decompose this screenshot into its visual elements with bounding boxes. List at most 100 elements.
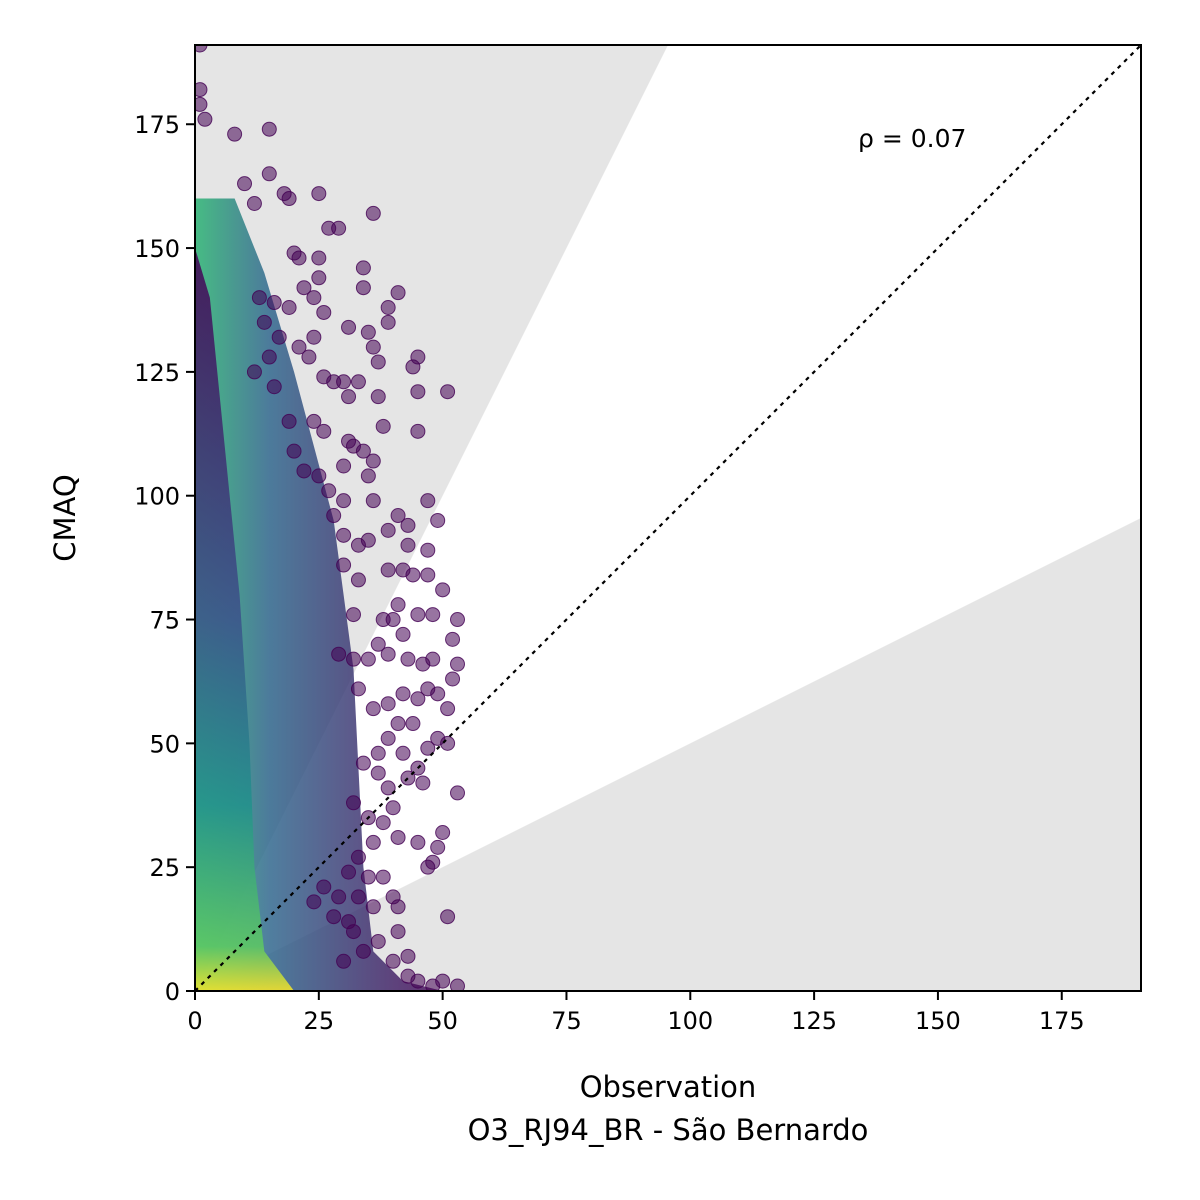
one-to-one-line	[195, 45, 1141, 991]
scatter-point	[390, 508, 406, 524]
scatter-point	[336, 557, 352, 573]
scatter-point	[445, 671, 461, 687]
scatter-point	[331, 646, 347, 662]
scatter-point	[440, 701, 456, 717]
scatter-point	[197, 111, 213, 127]
scatter-point	[410, 691, 426, 707]
scatter-point	[326, 508, 342, 524]
scatter-point	[355, 943, 371, 959]
scatter-point	[435, 825, 451, 841]
scatter-point	[365, 899, 381, 915]
scatter-point	[380, 780, 396, 796]
scatter-point	[350, 889, 366, 905]
scatter-point	[400, 517, 416, 533]
scatter-point	[355, 260, 371, 276]
scatter-point	[271, 329, 287, 345]
scatter-point	[365, 493, 381, 509]
scatter-point	[420, 740, 436, 756]
scatter-point	[440, 735, 456, 751]
scatter-point	[360, 651, 376, 667]
scatter-point	[195, 96, 208, 112]
scatter-point	[341, 389, 357, 405]
scatter-point	[281, 300, 297, 316]
x-tick-label: 125	[791, 1007, 837, 1035]
scatter-point	[380, 730, 396, 746]
scatter-point	[336, 374, 352, 390]
scatter-point	[251, 290, 267, 306]
scatter-point	[445, 631, 461, 647]
correlation-annotation: ρ = 0.07	[858, 124, 966, 153]
scatter-point	[385, 800, 401, 816]
scatter-point	[345, 607, 361, 623]
scatter-point	[331, 220, 347, 236]
scatter-point	[395, 626, 411, 642]
scatter-point	[261, 349, 277, 365]
scatter-point	[375, 612, 391, 628]
scatter-point	[425, 651, 441, 667]
scatter-point	[301, 349, 317, 365]
scatter-point	[266, 379, 282, 395]
scatter-point	[316, 879, 332, 895]
x-axis-ticks: 0 25 50 75 100 125 150 175	[187, 991, 1085, 1035]
y-tick-label: 150	[134, 235, 180, 263]
scatter-point	[425, 607, 441, 623]
scatter-point	[291, 339, 307, 355]
scatter-point	[450, 656, 466, 672]
scatter-point	[256, 314, 272, 330]
scatter-point	[336, 527, 352, 543]
scatter-point	[400, 537, 416, 553]
scatter-point	[390, 924, 406, 940]
scatter-point	[390, 285, 406, 301]
scatter-point	[355, 755, 371, 771]
scatter-point	[390, 829, 406, 845]
scatter-point	[375, 418, 391, 434]
scatter-point	[321, 483, 337, 499]
scatter-point	[350, 681, 366, 697]
scatter-point	[440, 909, 456, 925]
scatter-point	[355, 443, 371, 459]
scatter-point	[450, 612, 466, 628]
scatter-point	[430, 686, 446, 702]
scatter-point	[261, 121, 277, 137]
y-tick-label: 0	[165, 978, 180, 1006]
scatter-point	[345, 651, 361, 667]
scatter-point	[415, 775, 431, 791]
scatter-point	[331, 889, 347, 905]
scatter-point	[430, 512, 446, 528]
scatter-point	[410, 423, 426, 439]
scatter-point	[410, 973, 426, 989]
scatter-points	[195, 45, 466, 991]
scatter-point	[345, 795, 361, 811]
scatter-point	[306, 894, 322, 910]
scatter-point	[430, 839, 446, 855]
scatter-point	[450, 785, 466, 801]
scatter-point	[341, 864, 357, 880]
scatter-point	[410, 607, 426, 623]
scatter-point	[360, 324, 376, 340]
scatter-point	[395, 686, 411, 702]
scatter-point	[291, 250, 307, 266]
scatter-point	[450, 978, 466, 991]
x-tick-label: 75	[551, 1007, 582, 1035]
scatter-point	[405, 716, 421, 732]
scatter-point	[266, 295, 282, 311]
scatter-point	[370, 354, 386, 370]
chart-subtitle: O3_RJ94_BR - São Bernardo	[468, 1113, 869, 1147]
x-tick-label: 50	[427, 1007, 458, 1035]
x-tick-label: 175	[1039, 1007, 1085, 1035]
scatter-point	[296, 280, 312, 296]
scatter-point	[360, 468, 376, 484]
scatter-point	[326, 909, 342, 925]
x-tick-label: 0	[187, 1007, 202, 1035]
scatter-point	[341, 319, 357, 335]
scatter-point	[390, 716, 406, 732]
plot-frame	[194, 44, 1142, 992]
scatter-point	[405, 359, 421, 375]
scatter-point	[365, 339, 381, 355]
scatter-point	[350, 572, 366, 588]
scatter-point	[306, 329, 322, 345]
scatter-point	[336, 953, 352, 969]
scatter-point	[316, 423, 332, 439]
scatter-point	[390, 899, 406, 915]
scatter-point	[380, 646, 396, 662]
